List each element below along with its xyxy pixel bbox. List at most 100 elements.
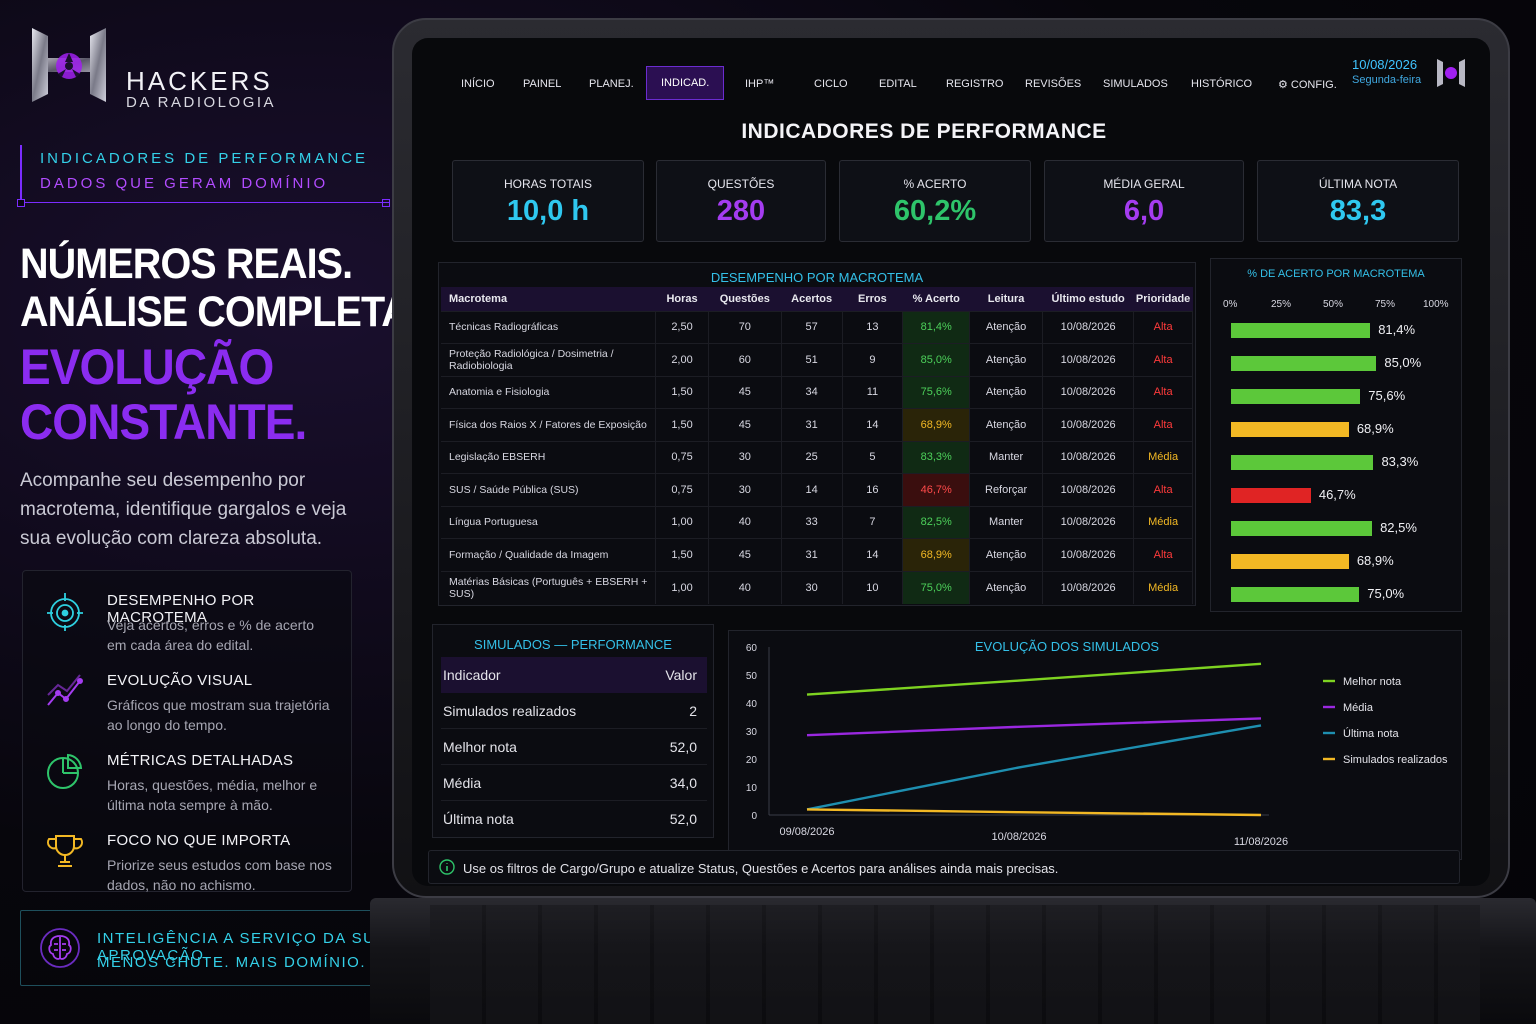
prioridade-cell: Média xyxy=(1133,570,1193,604)
acerto-pct-cell: 46,7% xyxy=(902,473,971,506)
tab-painel[interactable]: PAINEL xyxy=(523,78,562,90)
col-header[interactable]: Acertos xyxy=(781,287,843,311)
legend-label: Simulados realizados xyxy=(1343,754,1448,766)
col-header[interactable]: Horas xyxy=(655,287,709,311)
footer-banner: INTELIGÊNCIA A SERVIÇO DA SUA APROVAÇÃO.… xyxy=(20,910,476,986)
simulados-key: Simulados realizados xyxy=(443,703,577,719)
tab-edital[interactable]: EDITAL xyxy=(879,78,917,90)
current-date: 10/08/2026 xyxy=(1352,57,1418,72)
bar-value-label: 81,4% xyxy=(1378,322,1416,337)
erros-cell: 9 xyxy=(842,343,904,376)
simulados-header-val: Valor xyxy=(665,667,697,683)
brand: HACKERS DA RADIOLOGIA xyxy=(26,22,326,112)
tab-simulados[interactable]: SIMULADOS xyxy=(1103,78,1168,90)
bar xyxy=(1231,488,1311,503)
ultimo-estudo-cell: 10/08/2026 xyxy=(1042,505,1135,539)
tab-historico[interactable]: HISTÓRICO xyxy=(1191,78,1253,90)
horas-cell: 1,00 xyxy=(655,570,709,604)
tab-planej[interactable]: PLANEJ. xyxy=(589,78,634,90)
table-row[interactable]: Física dos Raios X / Fatores de Exposiçã… xyxy=(441,408,1193,441)
col-header[interactable]: Macrotema xyxy=(441,287,656,311)
feature-item: DESEMPENHO POR MACROTEMA Veja acertos, e… xyxy=(23,577,353,653)
prioridade-cell: Média xyxy=(1133,440,1193,474)
table-row[interactable]: Anatomia e Fisiologia 1,50 45 34 11 75,6% Aten… xyxy=(441,375,1193,409)
feature-desc: Gráficos que mostram sua trajetória ao l… xyxy=(107,697,330,733)
questoes-cell: 45 xyxy=(708,538,782,571)
bar-value-label: 82,5% xyxy=(1380,520,1417,535)
leitura-cell: Atenção xyxy=(969,538,1044,571)
col-header[interactable]: Prioridade xyxy=(1133,287,1193,311)
col-header[interactable]: % Acerto xyxy=(902,287,970,311)
acerto-pct-cell: 85,0% xyxy=(902,343,971,376)
erros-cell: 16 xyxy=(842,473,904,506)
macrotema-cell: Proteção Radiológica / Dosimetria / Radi… xyxy=(441,343,657,376)
tagline-box: INDICADORES DE PERFORMANCE DADOS QUE GER… xyxy=(17,145,392,207)
target-icon xyxy=(47,593,83,631)
table-row[interactable]: SUS / Saúde Pública (SUS) 0,75 30 14 16 46,7%… xyxy=(441,473,1193,506)
legend-label: Melhor nota xyxy=(1343,676,1402,688)
tab-registro[interactable]: REGISTRO xyxy=(946,78,1004,90)
table-row: Última nota 52,0 xyxy=(441,801,707,837)
table-row[interactable]: Língua Portuguesa 1,00 40 33 7 82,5% Manter 10/… xyxy=(441,505,1193,539)
prioridade-cell: Alta xyxy=(1133,343,1193,376)
questoes-cell: 45 xyxy=(708,375,782,409)
y-tick-label: 0 xyxy=(751,811,757,822)
tab-indicad[interactable]: INDICAD. xyxy=(646,66,725,100)
ultimo-estudo-cell: 10/08/2026 xyxy=(1042,570,1135,604)
col-header[interactable]: Questões xyxy=(708,287,782,311)
acertos-cell: 31 xyxy=(781,408,843,441)
table-row[interactable]: Técnicas Radiográficas 2,50 70 57 13 81,4% Ate… xyxy=(441,310,1193,344)
tab-revisoes[interactable]: REVISÕES xyxy=(1025,78,1082,90)
macrotema-cell: Formação / Qualidade da Imagem xyxy=(441,538,657,571)
table-row[interactable]: Matérias Básicas (Português + EBSERH + S… xyxy=(441,570,1193,604)
acertos-cell: 51 xyxy=(781,343,843,376)
brand-logo-icon xyxy=(32,28,106,102)
horas-cell: 0,75 xyxy=(655,440,709,474)
bar xyxy=(1231,356,1377,371)
prioridade-cell: Alta xyxy=(1133,375,1193,409)
bar-value-label: 75,6% xyxy=(1368,388,1406,403)
macro-table: Macrotema Horas Questões Acertos Erros %… xyxy=(441,287,1193,604)
acertos-cell: 30 xyxy=(781,570,843,604)
pie-chart-icon xyxy=(47,753,83,789)
tab-ciclo[interactable]: CICLO xyxy=(814,78,848,90)
kpi-label: QUESTÕES xyxy=(707,177,775,191)
prioridade-cell: Alta xyxy=(1133,310,1193,344)
horas-cell: 1,50 xyxy=(655,375,709,409)
bar xyxy=(1231,455,1374,470)
dashboard-title: INDICADORES DE PERFORMANCE xyxy=(741,120,1107,143)
col-header[interactable]: Erros xyxy=(842,287,903,311)
y-tick-label: 60 xyxy=(746,643,758,654)
table-row[interactable]: Legislação EBSERH 0,75 30 25 5 83,3% Manter 10/… xyxy=(441,440,1193,474)
acertos-cell: 34 xyxy=(781,375,843,409)
line-chart-title: EVOLUÇÃO DOS SIMULADOS xyxy=(975,639,1160,654)
table-row[interactable]: Proteção Radiológica / Dosimetria / Radi… xyxy=(441,343,1193,376)
headline-line-4: CONSTANTE. xyxy=(20,394,307,450)
x-tick-label: 11/08/2026 xyxy=(1234,836,1288,848)
series-line xyxy=(806,808,1262,817)
col-header[interactable]: Último estudo xyxy=(1042,287,1134,311)
feature-title: MÉTRICAS DETALHADAS xyxy=(107,752,294,769)
tab-ihp[interactable]: IHP™ xyxy=(745,78,775,90)
acertos-cell: 25 xyxy=(781,440,843,474)
acertos-cell: 14 xyxy=(781,473,843,506)
series-line xyxy=(806,724,1262,811)
tab-inicio[interactable]: INÍCIO xyxy=(461,78,495,90)
col-header[interactable]: Leitura xyxy=(969,287,1043,311)
prioridade-cell: Média xyxy=(1133,505,1193,539)
laptop-keyboard xyxy=(430,905,1480,1024)
x-tick-label: 75% xyxy=(1375,299,1396,310)
table-row[interactable]: Formação / Qualidade da Imagem 1,50 45 31 14… xyxy=(441,538,1193,571)
kpi-value: 10,0 h xyxy=(506,195,590,227)
ultimo-estudo-cell: 10/08/2026 xyxy=(1042,440,1135,474)
acerto-pct-cell: 68,9% xyxy=(902,538,971,571)
kpi-value: 83,3 xyxy=(1329,195,1387,227)
macrotema-cell: Anatomia e Fisiologia xyxy=(441,375,657,409)
kpi-label: HORAS TOTAIS xyxy=(503,177,593,191)
erros-cell: 11 xyxy=(842,375,904,409)
horas-cell: 1,50 xyxy=(655,408,709,441)
acertos-cell: 33 xyxy=(781,505,843,539)
simulados-title: SIMULADOS — PERFORMANCE xyxy=(474,637,672,652)
acerto-pct-cell: 75,0% xyxy=(902,570,971,604)
tab-config[interactable]: ⚙ CONFIG. xyxy=(1278,79,1337,91)
